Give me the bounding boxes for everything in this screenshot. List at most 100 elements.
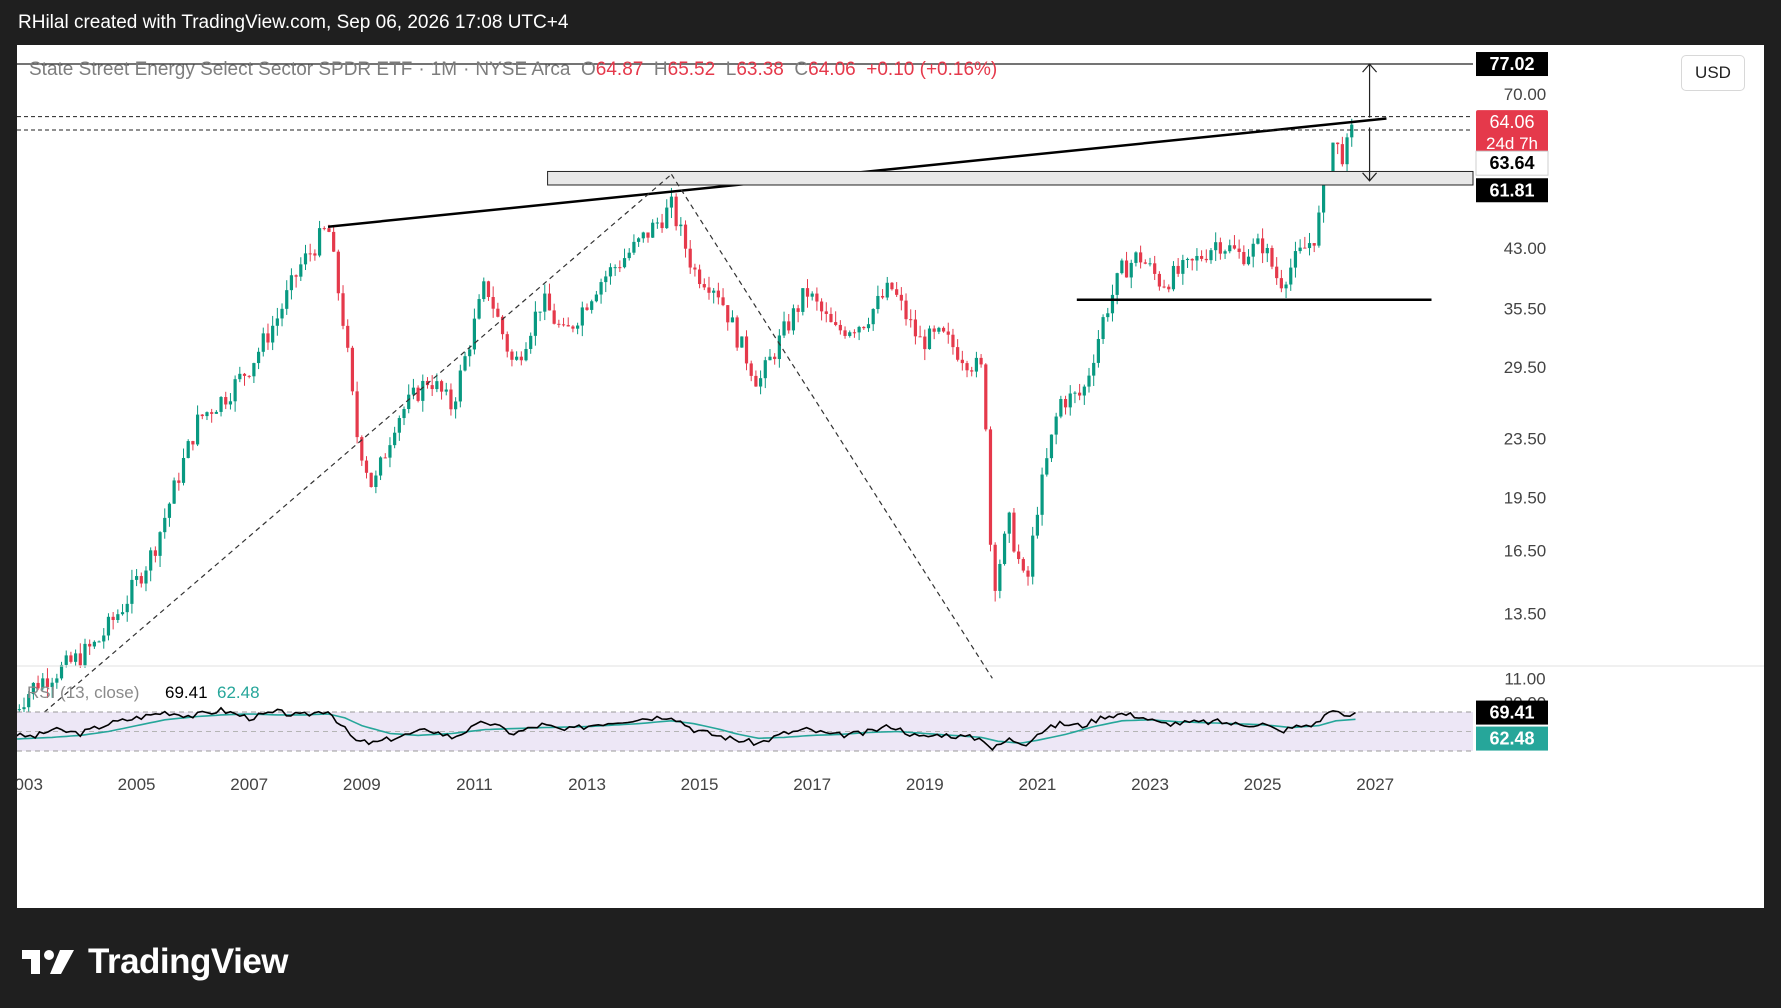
price-tag-label: 61.81 [1489,180,1534,200]
candle [45,678,50,688]
dashed-projection-line [17,173,672,737]
candle [233,379,237,402]
symbol-name: State Street Energy Select Sector SPDR E… [29,59,413,80]
candle [918,336,922,338]
candle [824,311,828,314]
candle [92,641,96,647]
currency-button[interactable]: USD [1681,55,1745,91]
candle [186,441,190,458]
rsi-band [17,712,1473,751]
candle [303,253,308,265]
candle [1246,256,1251,265]
candle [923,336,927,350]
candle [622,258,627,268]
candle [360,437,364,461]
footer-brand-text: TradingView [88,942,289,981]
candle [317,228,322,256]
candle [69,655,73,662]
candle [599,282,603,295]
candle [50,682,54,688]
candle [552,310,556,324]
price-tag [1475,150,1549,176]
candle [55,678,59,683]
candle [449,389,453,410]
price-chart[interactable]: 70.00 43.00 35.50 29.50 23.50 19.50 16.50 13.50… [17,45,1764,908]
rsi-ma-value: 62.48 [217,683,260,702]
candle [754,375,758,387]
candle [322,228,326,230]
candle [895,289,899,295]
candle [1002,533,1007,564]
time-axis-tick: 2005 [118,775,156,794]
candle [946,331,950,335]
candle [941,327,946,332]
candle [557,323,561,325]
candle [646,232,650,238]
candle [1063,399,1068,408]
candle [444,389,448,392]
candle [191,441,195,445]
candles-group [17,118,1354,716]
candle [477,299,481,319]
candle [693,267,697,270]
candle [158,532,162,556]
tradingview-logo-icon [20,947,78,977]
candle [238,373,242,380]
candle [604,276,608,283]
candle [547,293,552,311]
candle [17,709,21,711]
candle [195,414,200,445]
candle [1284,284,1288,289]
candle [885,282,889,298]
candle [594,294,598,302]
candle [242,373,247,376]
candle [130,579,134,604]
interval-label[interactable]: 1M [430,59,458,80]
candle [688,248,692,268]
candle [707,287,711,293]
candle [674,196,678,227]
last-price-tag [1476,110,1548,155]
candle [1073,392,1077,394]
candle [618,267,622,269]
candle [852,332,857,334]
candle [458,370,462,402]
candle [834,322,838,325]
candle [1153,263,1157,274]
candle [228,401,233,405]
arrow-head [1362,172,1378,182]
candle [1256,238,1260,244]
candle [1204,258,1208,261]
open-value: 64.87 [595,59,644,80]
candle [970,370,974,372]
candle [909,319,913,321]
candle [421,380,425,401]
candle [1200,255,1204,259]
candle [791,308,796,331]
candle [1232,245,1237,249]
candle [533,311,537,336]
candle [979,357,983,365]
candle [965,363,969,371]
rsi-value-tag [1476,700,1548,725]
candle [27,694,31,708]
candle [1223,251,1227,254]
rsi-ma-tag-label: 62.48 [1489,729,1534,749]
close-value: 64.06 [808,59,856,80]
candle [1017,551,1021,560]
candle [1157,273,1161,287]
time-axis-tick: 2021 [1018,775,1056,794]
candle [275,318,279,326]
candle [491,297,495,309]
candle [341,293,345,326]
candle [683,224,688,249]
time-axis-tick: 2015 [681,775,719,794]
price-axis-tick: 23.50 [1504,430,1547,449]
candle [782,321,786,336]
candle [172,480,176,504]
candle [787,321,791,331]
candle [590,301,594,310]
candle [1317,212,1321,246]
candle [294,275,298,277]
candle [932,328,936,332]
